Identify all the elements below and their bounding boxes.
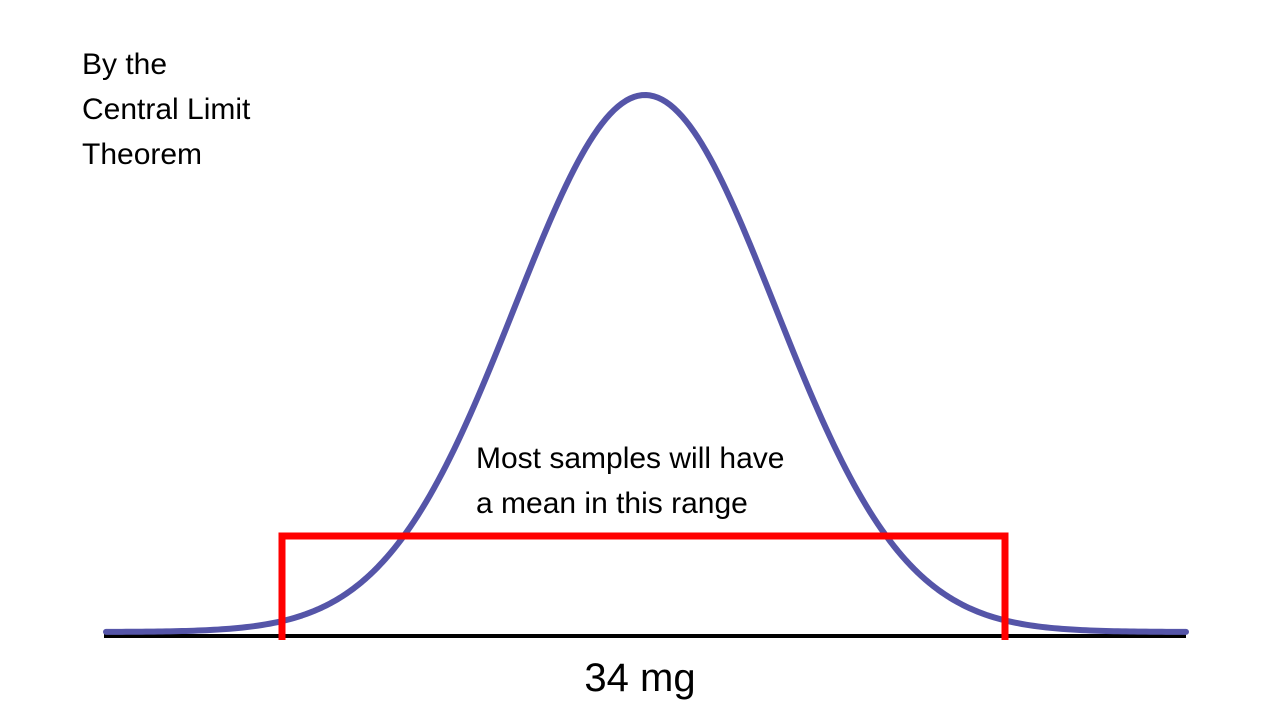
range-note-line-2: a mean in this range bbox=[476, 487, 748, 520]
range-bracket bbox=[278, 532, 1009, 640]
heading-line-3: Theorem bbox=[82, 138, 203, 171]
range-note-line-1: Most samples will have bbox=[476, 442, 785, 475]
heading-line-1: By the bbox=[82, 48, 168, 81]
heading-line-2: Central Limit bbox=[82, 93, 251, 126]
range-note: Most samples will have a mean in this ra… bbox=[476, 436, 784, 526]
center-label: 34 mg bbox=[584, 656, 696, 700]
heading: By the Central Limit Theorem bbox=[82, 42, 250, 177]
bell-curve bbox=[103, 92, 1189, 635]
